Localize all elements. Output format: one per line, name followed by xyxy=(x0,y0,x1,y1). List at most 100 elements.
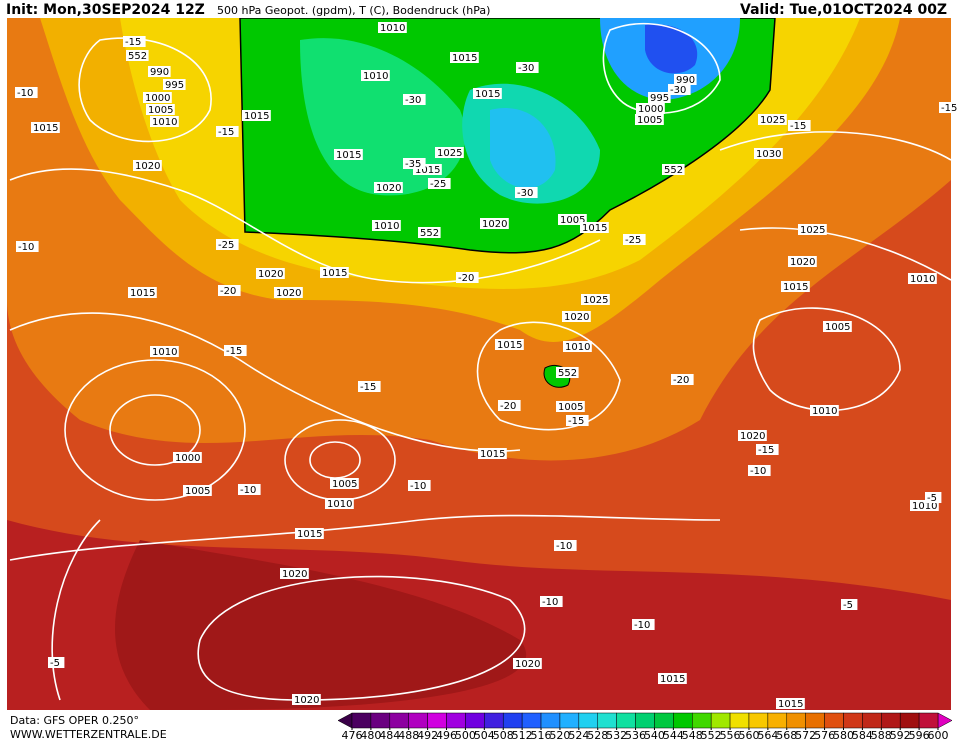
colorbar-tick-label: 560 xyxy=(738,729,759,741)
label-box xyxy=(456,272,479,283)
label-box xyxy=(473,88,502,99)
label-box xyxy=(788,256,817,267)
colorbar-tick-label: 588 xyxy=(871,729,892,741)
map-label: 1010 xyxy=(327,499,352,510)
colorbar-tick-label: 592 xyxy=(890,729,911,741)
label-box xyxy=(428,178,451,189)
colorbar-tick-label: 508 xyxy=(493,729,514,741)
map-label: -10 xyxy=(750,466,766,477)
label-box xyxy=(378,22,407,33)
label-box xyxy=(16,241,39,252)
label-box xyxy=(330,478,359,489)
map-label: 1015 xyxy=(336,150,361,161)
colorbar-swatch xyxy=(918,712,939,729)
map-label: 1000 xyxy=(638,104,663,115)
label-box xyxy=(403,94,426,105)
colorbar-tick-label: 572 xyxy=(795,729,816,741)
label-box xyxy=(238,484,261,495)
map-label: 552 xyxy=(664,165,683,176)
label-box xyxy=(788,120,811,131)
map-label: -10 xyxy=(634,620,650,631)
colorbar-swatch xyxy=(729,712,750,729)
label-box xyxy=(334,149,363,160)
label-box xyxy=(15,87,38,98)
label-box xyxy=(126,50,149,61)
label-box xyxy=(498,400,521,411)
map-label: 995 xyxy=(650,93,669,104)
map-label: 1005 xyxy=(825,322,850,333)
map-label: 1010 xyxy=(565,342,590,353)
label-box xyxy=(540,596,563,607)
label-box xyxy=(556,367,579,378)
map-label: 1010 xyxy=(380,23,405,34)
colorbar-swatch xyxy=(899,712,920,729)
map-label: -30 xyxy=(670,85,686,96)
map-label: 1010 xyxy=(912,501,937,512)
label-box xyxy=(632,619,655,630)
map-label: -15 xyxy=(360,382,376,393)
map-label: -15 xyxy=(941,103,957,114)
colorbar-swatch xyxy=(786,712,806,729)
map-label: -15 xyxy=(568,416,584,427)
map-label: -30 xyxy=(518,63,534,74)
map-label: 1015 xyxy=(33,123,58,134)
label-box xyxy=(292,694,321,705)
colorbar-tick-label: 524 xyxy=(568,729,589,741)
label-box xyxy=(31,122,60,133)
map-label: 1015 xyxy=(778,699,803,710)
colorbar-tick-label: 532 xyxy=(606,729,627,741)
colorbar-tick-label: 600 xyxy=(928,729,949,741)
map-label: 1020 xyxy=(740,431,765,442)
label-box xyxy=(218,285,241,296)
map-label: -10 xyxy=(410,481,426,492)
map-label: 1025 xyxy=(583,295,608,306)
colorbar-tick-label: 596 xyxy=(909,729,930,741)
label-box xyxy=(146,104,175,115)
map-label: 1015 xyxy=(130,288,155,299)
colorbar-swatch xyxy=(673,712,693,729)
map-label: 1030 xyxy=(756,149,781,160)
label-box xyxy=(798,224,827,235)
label-box xyxy=(756,444,779,455)
map-label: 1015 xyxy=(452,53,477,64)
map-label: 1020 xyxy=(135,161,160,172)
label-box xyxy=(133,160,162,171)
label-box xyxy=(495,339,524,350)
colorbar-swatch xyxy=(843,712,863,729)
label-box xyxy=(480,218,509,229)
colorbar-swatch xyxy=(465,712,485,729)
label-box xyxy=(418,227,441,238)
label-box xyxy=(623,234,646,245)
colorbar-swatch xyxy=(370,712,391,729)
label-box xyxy=(450,52,479,63)
map-label: -20 xyxy=(458,273,474,284)
label-box xyxy=(216,239,239,250)
colorbar-tick-label: 564 xyxy=(757,729,778,741)
map-label: -15 xyxy=(226,346,242,357)
label-box xyxy=(358,381,381,392)
map-label: 1005 xyxy=(185,486,210,497)
map-label: 1005 xyxy=(637,115,662,126)
label-box xyxy=(674,74,697,85)
colorbar-tick-label: 520 xyxy=(549,729,570,741)
colorbar-swatch xyxy=(616,712,636,729)
colorbar-swatch xyxy=(502,712,523,729)
colorbar-swatch xyxy=(521,712,542,729)
map-label: 1020 xyxy=(276,288,301,299)
map-label: -15 xyxy=(218,127,234,138)
map-label: 1010 xyxy=(812,406,837,417)
colorbar-tick-label: 576 xyxy=(814,729,835,741)
map-label: 1015 xyxy=(480,449,505,460)
map-label: 1015 xyxy=(475,89,500,100)
label-box xyxy=(295,528,324,539)
map-label: 1010 xyxy=(374,221,399,232)
colorbar-tick-label: 568 xyxy=(776,729,797,741)
label-box xyxy=(413,164,442,175)
map-label: -25 xyxy=(430,179,446,190)
map-label: 1000 xyxy=(175,453,200,464)
colorbar-tick-label: 536 xyxy=(625,729,646,741)
label-box xyxy=(320,267,349,278)
label-box xyxy=(435,147,464,158)
label-box xyxy=(256,268,285,279)
